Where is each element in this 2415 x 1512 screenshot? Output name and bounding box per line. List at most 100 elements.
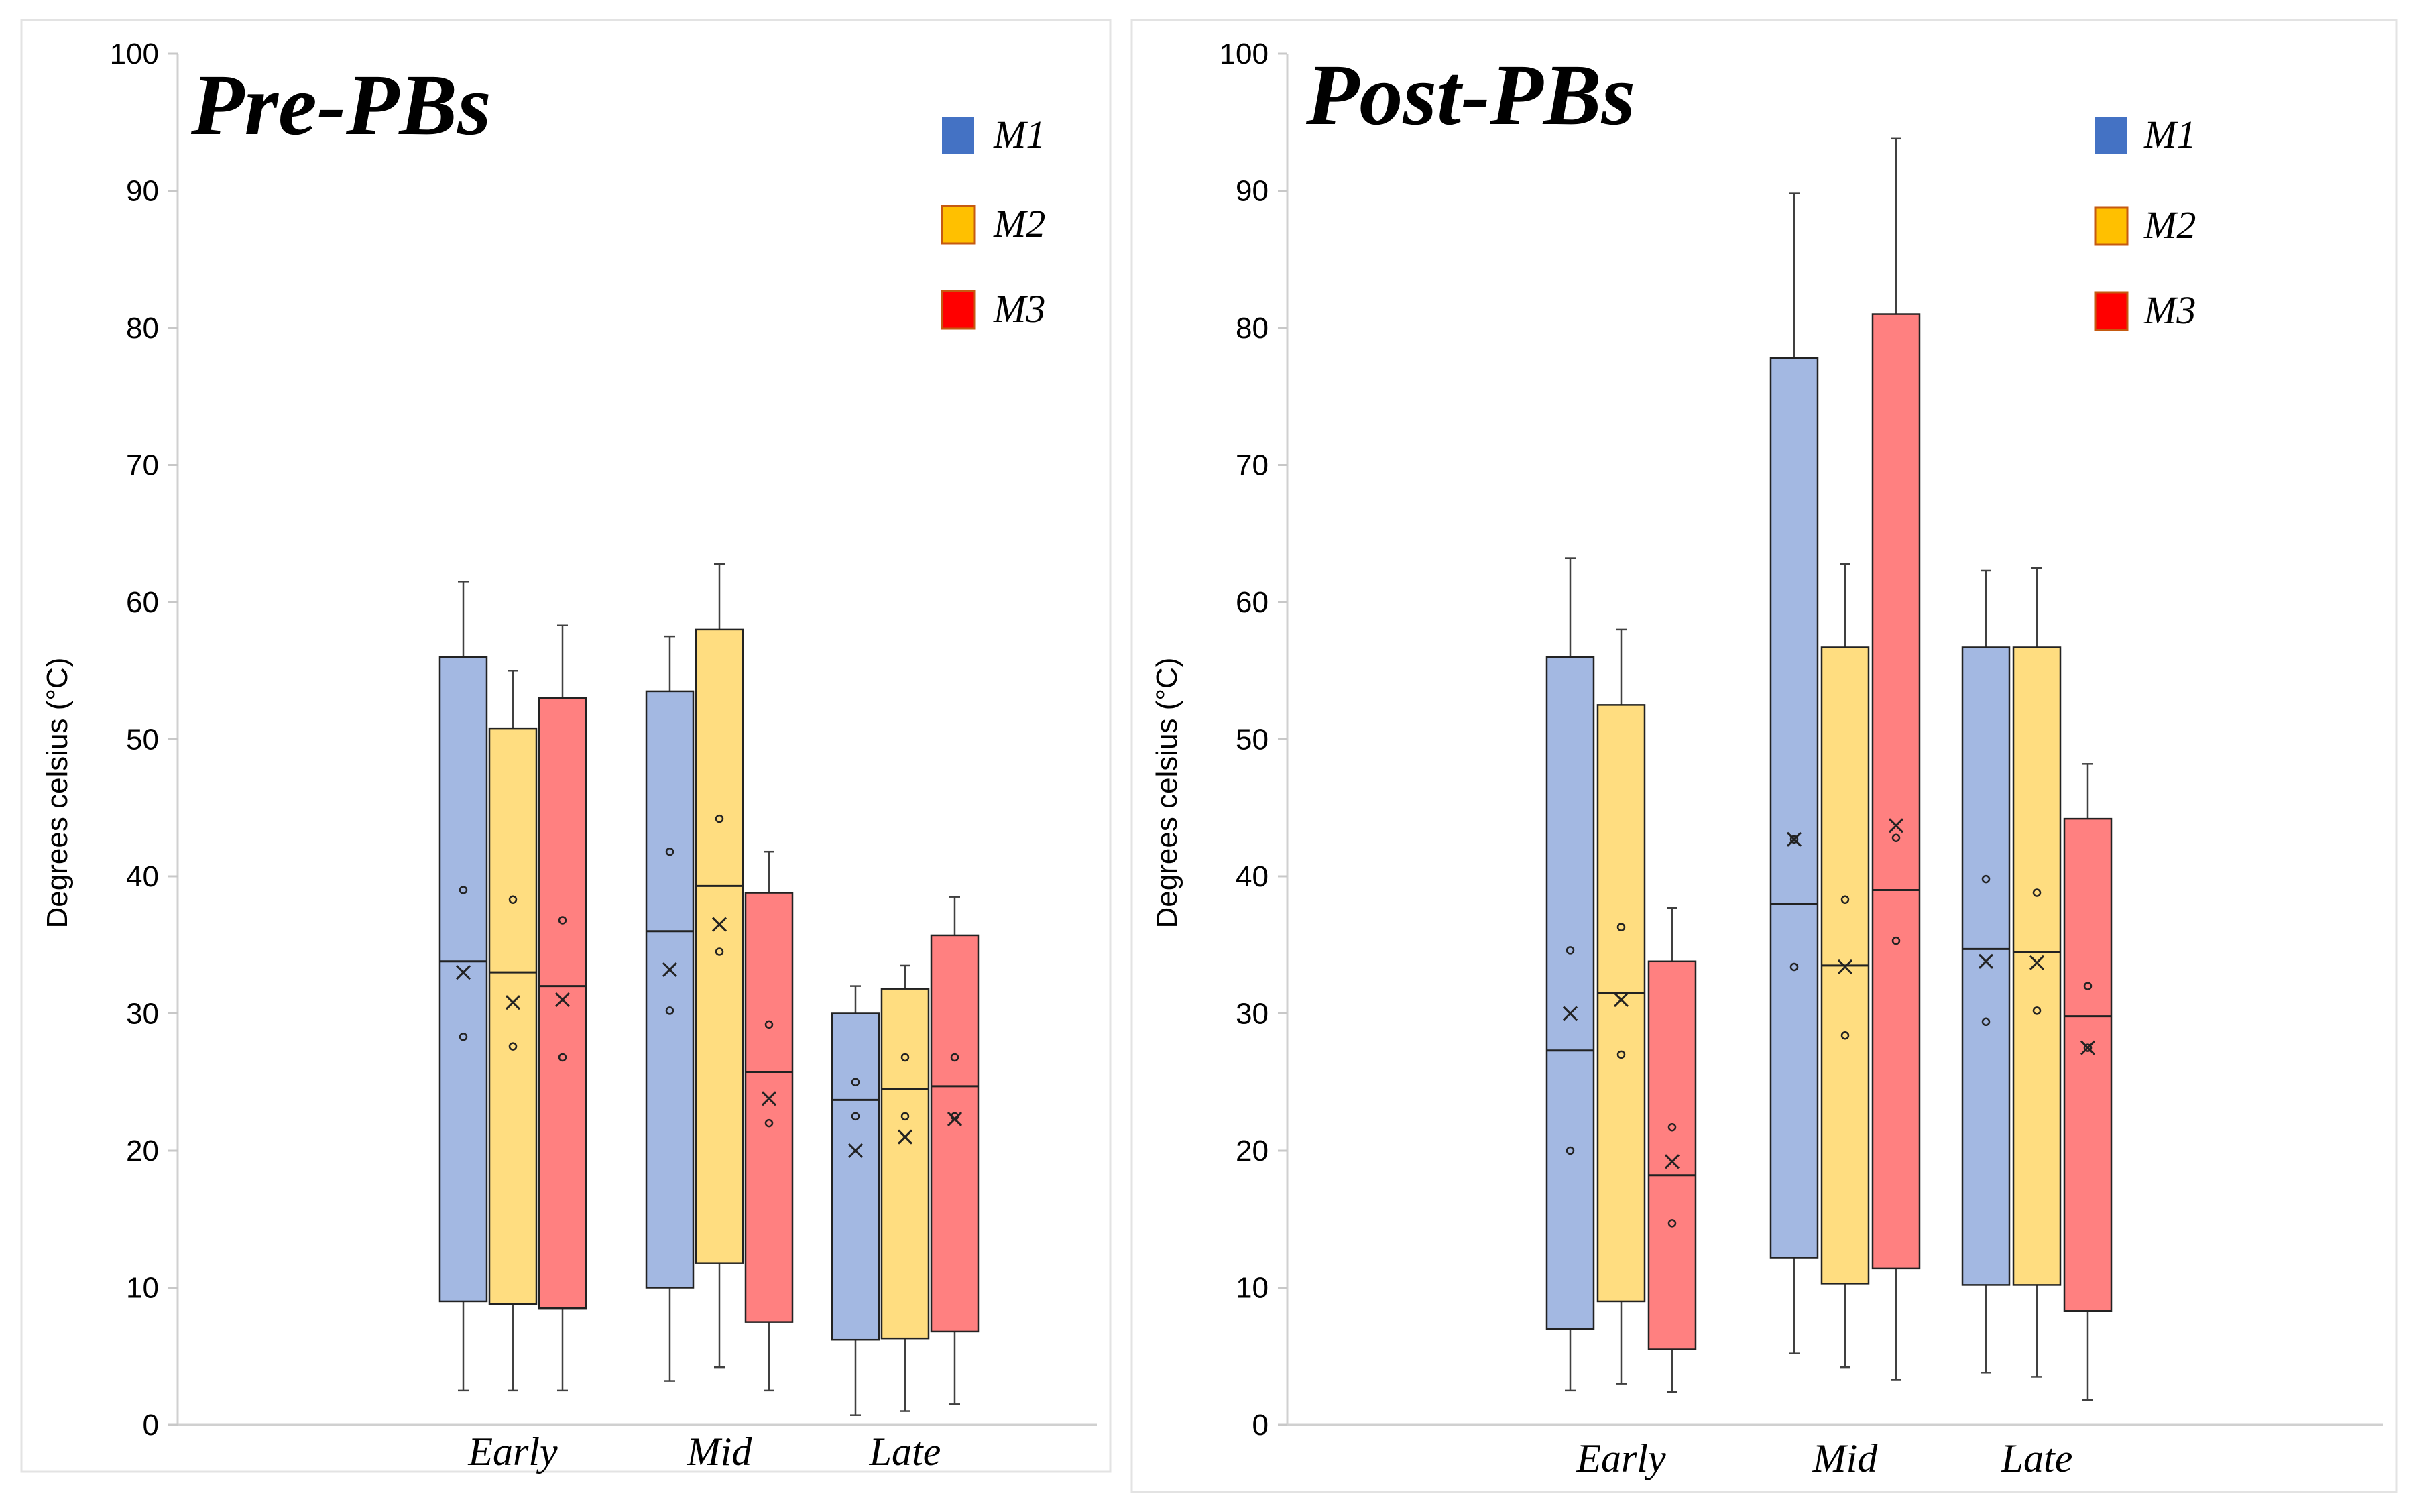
inner-point bbox=[1891, 936, 1901, 945]
y-tick-label: 0 bbox=[143, 1409, 159, 1442]
box-plot-m1-late bbox=[831, 985, 880, 1416]
y-tick-label: 0 bbox=[1252, 1409, 1269, 1442]
y-tick-label: 30 bbox=[1236, 998, 1269, 1031]
inner-point bbox=[1566, 1146, 1575, 1155]
legend-label: M1 bbox=[2143, 113, 2196, 156]
box-iqr bbox=[2063, 817, 2113, 1312]
mean-marker bbox=[897, 1129, 913, 1145]
box-iqr bbox=[880, 988, 930, 1340]
inner-point bbox=[558, 916, 567, 925]
legend-swatch bbox=[942, 117, 974, 154]
inner-point bbox=[764, 1020, 774, 1029]
box-plot-m3-mid bbox=[1871, 137, 1921, 1381]
mean-marker bbox=[2029, 955, 2045, 970]
box-iqr bbox=[438, 656, 488, 1303]
mean-marker bbox=[1562, 1006, 1578, 1021]
mean-marker bbox=[1837, 959, 1853, 975]
inner-point bbox=[851, 1078, 860, 1086]
box-iqr bbox=[1769, 357, 1819, 1259]
legend-label: M2 bbox=[993, 202, 1045, 245]
y-tick-label: 70 bbox=[126, 449, 159, 482]
y-tick-label: 60 bbox=[1236, 586, 1269, 619]
y-tick-label: 50 bbox=[1236, 723, 1269, 756]
inner-point bbox=[715, 947, 724, 956]
inner-point bbox=[1789, 962, 1799, 972]
box-plot-m2-mid bbox=[1820, 563, 1870, 1369]
inner-point bbox=[1891, 833, 1901, 842]
mean-marker bbox=[1888, 818, 1904, 833]
chart-title: Pre-PBs bbox=[190, 57, 491, 154]
legend-swatch bbox=[2095, 117, 2127, 154]
y-tick-label: 100 bbox=[110, 38, 159, 70]
inner-point bbox=[558, 1053, 567, 1062]
box-iqr bbox=[1961, 646, 2011, 1286]
pre-pbs-chart-panel: 0 10 20 30 40 50 60 70 80 90 100 Degrees celsius (°… bbox=[20, 19, 1112, 1474]
y-tick-label: 30 bbox=[126, 998, 159, 1031]
inner-point bbox=[900, 1053, 910, 1062]
legend-item-m1: M1 bbox=[942, 113, 1045, 156]
legend-label: M1 bbox=[993, 113, 1045, 156]
y-tick-label: 40 bbox=[1236, 860, 1269, 893]
legend-item-m2: M2 bbox=[941, 202, 1045, 245]
y-tick-label: 20 bbox=[1236, 1135, 1269, 1167]
box-plot-m2-early bbox=[1596, 628, 1646, 1385]
inner-point bbox=[459, 886, 468, 894]
inner-point bbox=[459, 1033, 468, 1041]
x-category-label: Early bbox=[1576, 1436, 1666, 1480]
mean-marker bbox=[554, 992, 571, 1008]
box-iqr bbox=[2012, 646, 2062, 1286]
chart-title: Post-PBs bbox=[1305, 47, 1635, 143]
inner-point bbox=[950, 1053, 959, 1062]
legend-item-m2: M2 bbox=[2094, 203, 2196, 247]
box-iqr bbox=[930, 934, 980, 1333]
box-plot-m1-mid bbox=[1769, 192, 1819, 1354]
y-tick-label: 40 bbox=[126, 860, 159, 893]
x-category-label: Late bbox=[869, 1430, 941, 1474]
post-pbs-chart-panel: 0 10 20 30 40 50 60 70 80 90 100 Degrees celsius (°… bbox=[1130, 19, 2398, 1493]
legend-swatch bbox=[941, 205, 976, 245]
legend-item-m3: M3 bbox=[2094, 288, 2196, 332]
y-tick-label: 60 bbox=[126, 586, 159, 619]
legend-swatch bbox=[941, 290, 976, 330]
box-iqr bbox=[831, 1012, 880, 1341]
inner-point bbox=[2083, 982, 2093, 990]
inner-point bbox=[1981, 1017, 1991, 1027]
inner-point bbox=[1840, 895, 1850, 905]
box-plot-m3-late bbox=[930, 896, 980, 1405]
inner-point bbox=[508, 1042, 518, 1051]
y-tick-label: 90 bbox=[1236, 175, 1269, 208]
legend-label: M3 bbox=[2143, 288, 2196, 332]
x-category-label: Early bbox=[467, 1430, 558, 1474]
box-plot-m1-early bbox=[438, 581, 488, 1392]
box-iqr bbox=[645, 690, 695, 1289]
inner-point bbox=[2083, 1043, 2093, 1052]
box-plot-m1-mid bbox=[645, 635, 695, 1382]
y-tick-label: 50 bbox=[126, 723, 159, 756]
inner-point bbox=[508, 895, 518, 905]
inner-point bbox=[2032, 1006, 2042, 1015]
y-tick-label: 80 bbox=[1236, 312, 1269, 345]
box-plot-m2-late bbox=[880, 964, 930, 1412]
box-plot-m2-mid bbox=[695, 563, 744, 1369]
inner-point bbox=[950, 1112, 959, 1121]
x-category-label: Mid bbox=[1812, 1436, 1879, 1480]
inner-point bbox=[1667, 1219, 1677, 1228]
legend-item-m3: M3 bbox=[941, 287, 1045, 331]
inner-point bbox=[665, 847, 674, 856]
inner-point bbox=[764, 1118, 774, 1128]
y-axis-label: Degrees celsius (°C) bbox=[41, 658, 74, 929]
legend-swatch bbox=[2094, 206, 2129, 246]
mean-marker bbox=[1613, 992, 1629, 1008]
inner-point bbox=[1616, 923, 1626, 931]
y-tick-label: 10 bbox=[126, 1272, 159, 1305]
box-plot-m3-late bbox=[2063, 763, 2113, 1401]
box-iqr bbox=[1871, 313, 1921, 1270]
x-category-label: Mid bbox=[687, 1430, 753, 1474]
y-tick-label: 100 bbox=[1220, 38, 1269, 70]
legend-item-m1: M1 bbox=[2095, 113, 2196, 156]
inner-point bbox=[665, 1006, 674, 1015]
mean-marker bbox=[2080, 1040, 2096, 1055]
box-iqr bbox=[744, 892, 794, 1323]
inner-point bbox=[1566, 946, 1575, 955]
